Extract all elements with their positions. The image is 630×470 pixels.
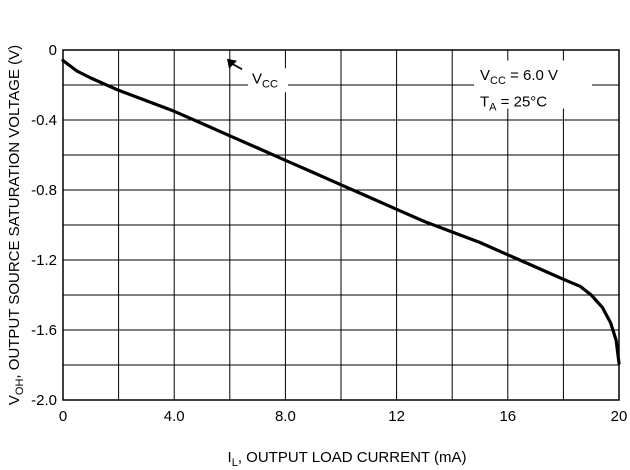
vcc-arrow-head xyxy=(227,58,238,69)
y-tick-label: -1.2 xyxy=(31,252,57,269)
y-tick-label: -1.6 xyxy=(31,322,57,339)
y-axis-label: VOH, OUTPUT SOURCE SATURATION VOLTAGE (V… xyxy=(6,45,26,405)
conditions-bg xyxy=(474,60,592,109)
series-layer xyxy=(61,58,621,365)
vcc-label-bg xyxy=(248,68,289,93)
x-axis-label: IL, OUTPUT LOAD CURRENT (mA) xyxy=(228,449,467,469)
y-tick-label: 0 xyxy=(49,42,57,59)
y-tick-label: -0.8 xyxy=(31,182,57,199)
x-tick-labels: 0 4.0 8.0 12 16 20 xyxy=(59,408,628,425)
vcc-arrow-line xyxy=(231,63,243,70)
x-tick-label: 12 xyxy=(388,408,405,425)
condition-text: VCC = 6.0 V xyxy=(480,67,558,87)
x-tick-label: 16 xyxy=(499,408,516,425)
annotations: VCC VCC = 6.0 V TA = 25°C xyxy=(227,58,592,113)
grid xyxy=(62,49,620,401)
condition-text: TA = 25°C xyxy=(480,93,547,113)
series-line xyxy=(61,58,621,365)
y-tick-labels: 0 -0.4 -0.8 -1.2 -1.6 -2.0 xyxy=(31,42,57,409)
x-tick-label: 20 xyxy=(611,408,628,425)
plot-frame xyxy=(62,49,620,401)
y-tick-label: -2.0 xyxy=(31,392,57,409)
x-tick-label: 4.0 xyxy=(164,408,185,425)
x-tick-label: 8.0 xyxy=(275,408,296,425)
x-tick-label: 0 xyxy=(59,408,67,425)
y-tick-label: -0.4 xyxy=(31,112,57,129)
vcc-label: VCC xyxy=(252,70,278,90)
